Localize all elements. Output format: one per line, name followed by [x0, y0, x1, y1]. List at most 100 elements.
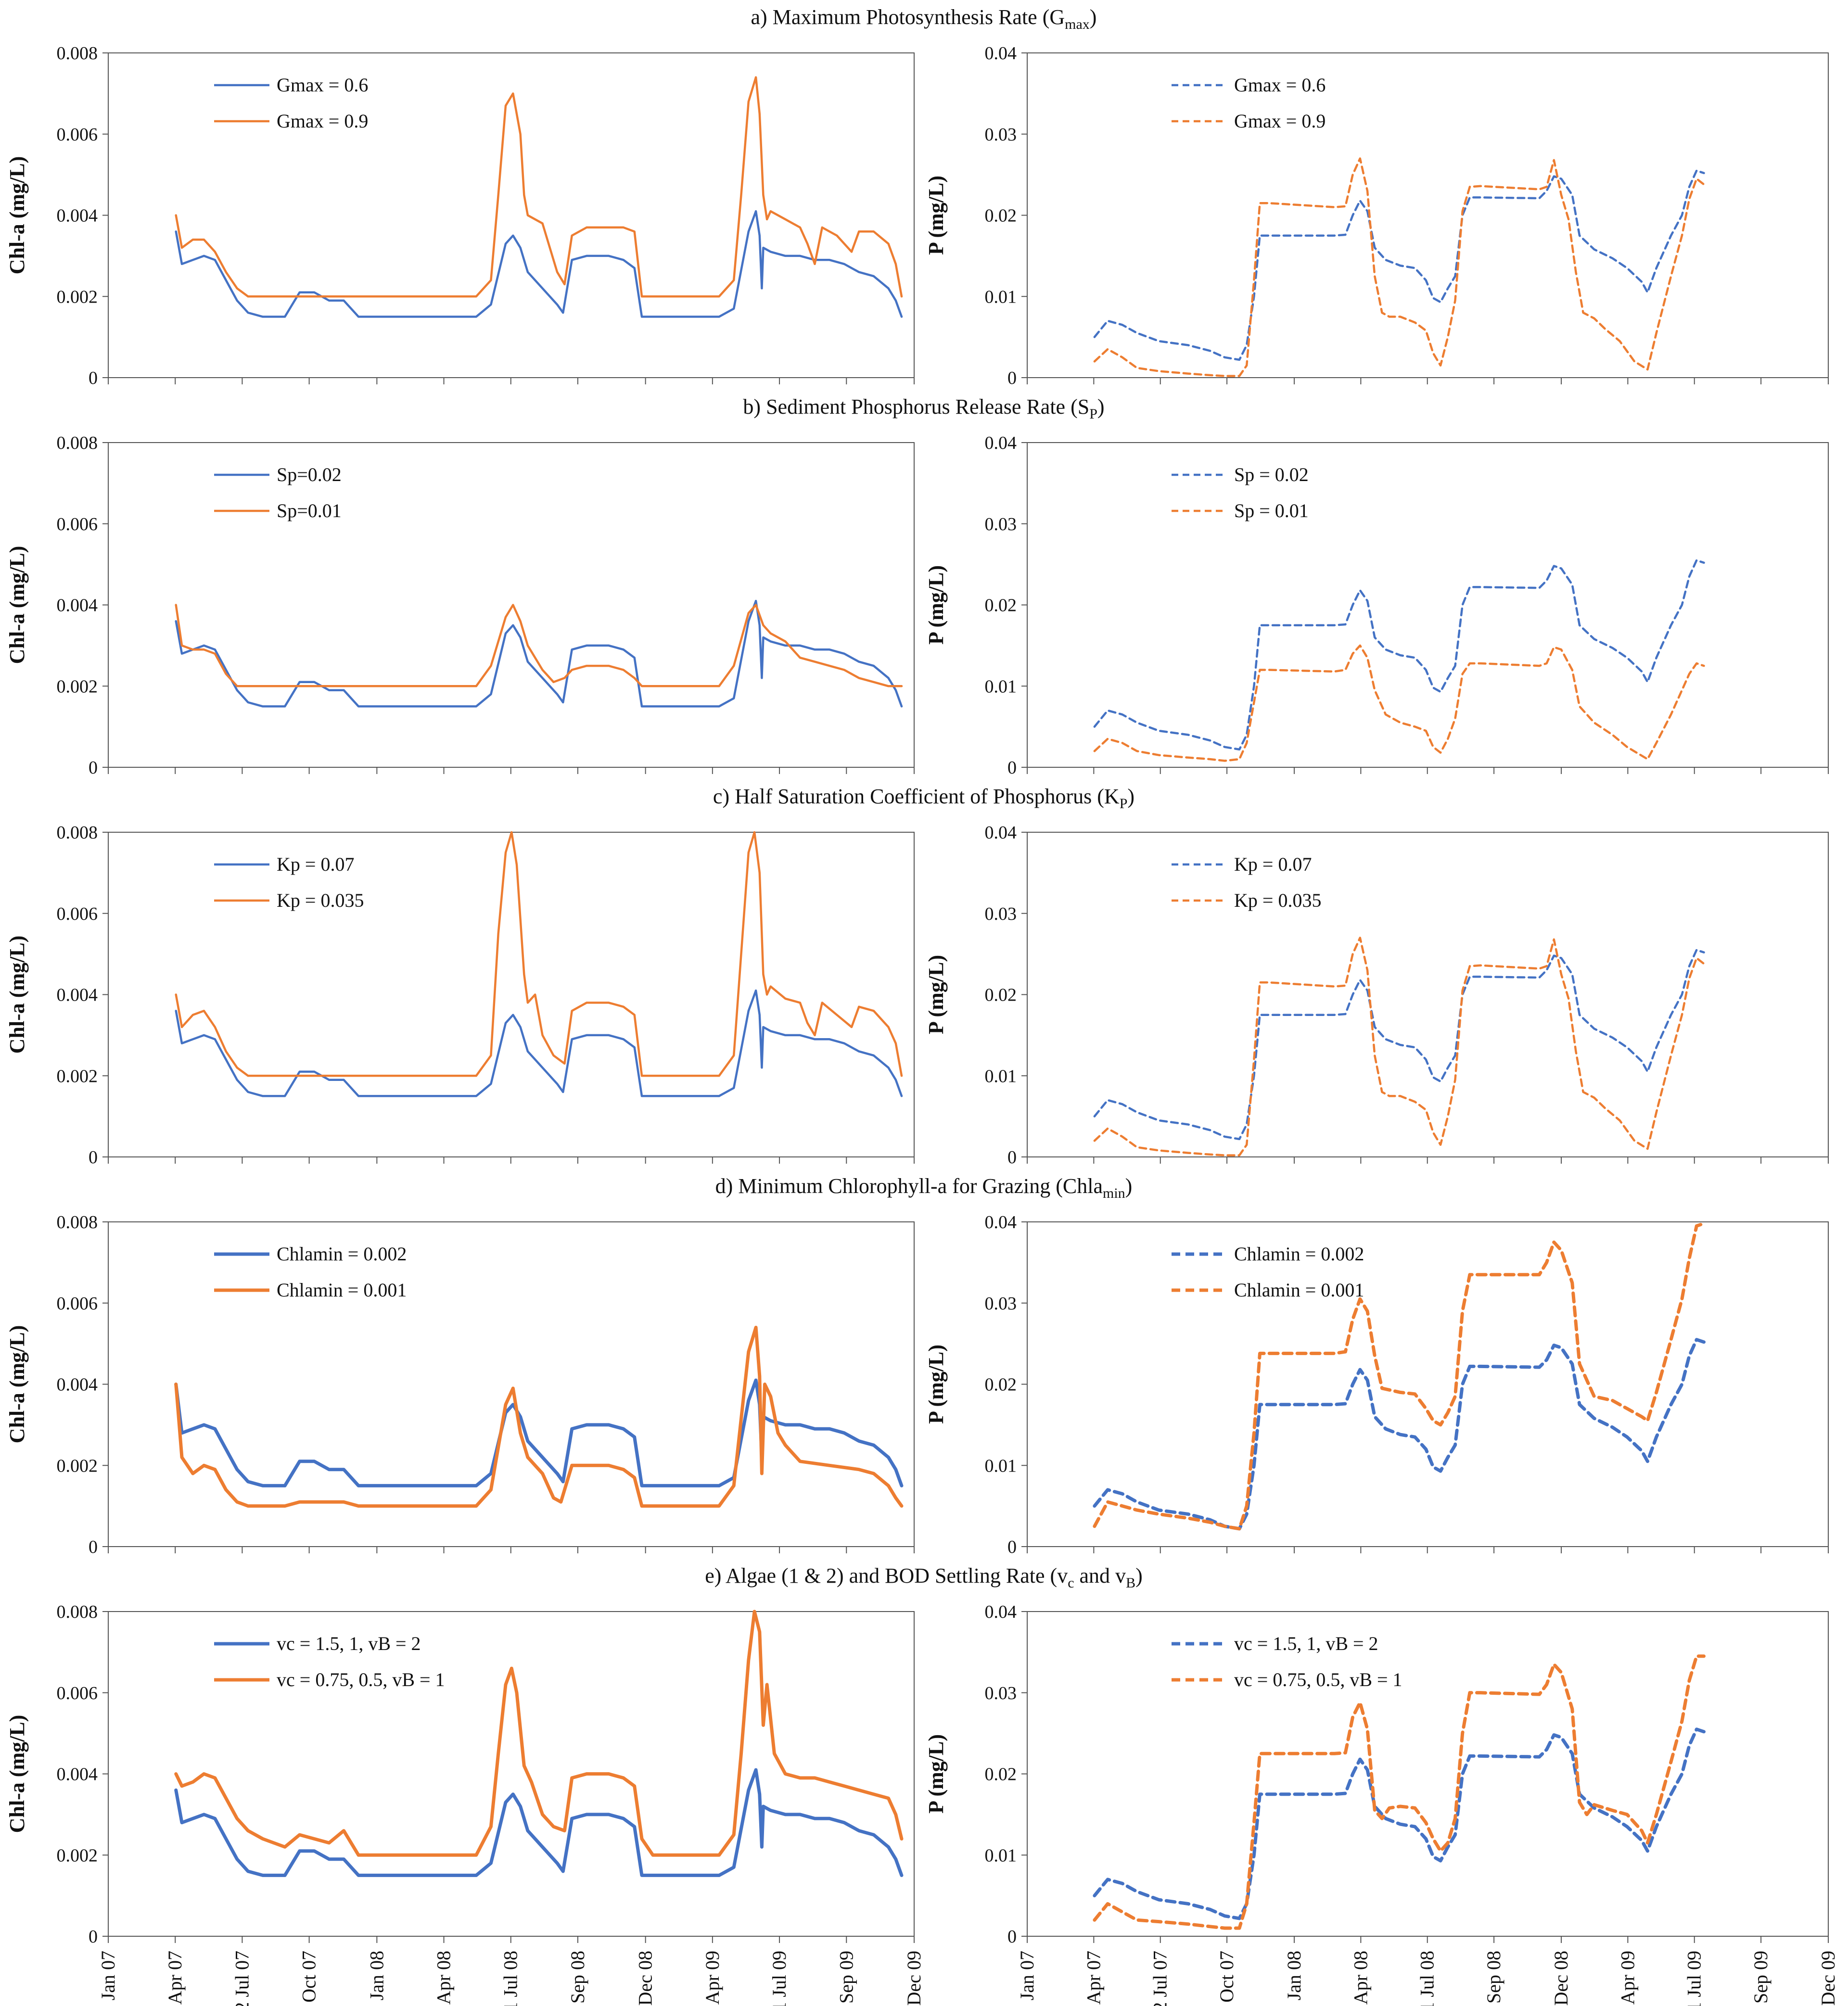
- x-tick-label: 31 Dec 09: [903, 1951, 925, 2006]
- y-tick-label: 0.02: [985, 596, 1017, 616]
- x-tick-label: 01 Jan 08: [1283, 1951, 1305, 2006]
- title-text: ): [1135, 1564, 1143, 1587]
- x-tick-label: 30 Sep 09: [1750, 1951, 1772, 2006]
- title-subscript: P: [1120, 796, 1128, 812]
- title-text: e) Algae (1 & 2) and BOD Settling Rate (…: [705, 1564, 1068, 1587]
- y-tick-label: 0: [1007, 1927, 1017, 1947]
- title-text: ): [1125, 1174, 1133, 1198]
- legend-label: Gmax = 0.9: [277, 110, 368, 132]
- legend-label: Kp = 0.035: [1234, 889, 1321, 911]
- panel-row-a: a) Maximum Photosynthesis Rate (Gmax) 0 0.…: [5, 5, 1829, 388]
- y-tick-label: 0.006: [57, 904, 98, 924]
- y-tick-label: 0.004: [57, 596, 98, 616]
- x-tick-label: 01 Apr 09: [1617, 1951, 1638, 2006]
- y-tick-label: 0.01: [985, 676, 1017, 697]
- legend-label: Chlamin = 0.001: [277, 1279, 407, 1301]
- y-tick-label: 0: [1007, 1147, 1017, 1168]
- plot-frame: [1027, 1221, 1829, 1547]
- series-line-blue: [1093, 1338, 1706, 1531]
- y-tick-label: 0.03: [985, 125, 1017, 145]
- y-tick-label: 0.04: [985, 823, 1017, 843]
- y-tick-label: 0.002: [57, 676, 98, 697]
- y-tick-label: 0.006: [57, 1294, 98, 1314]
- y-tick-label: 0.008: [57, 1212, 98, 1232]
- series-line-orange: [1093, 1221, 1706, 1531]
- panel-row-c: c) Half Saturation Coefficient of Phosph…: [5, 785, 1829, 1168]
- y-tick-label: 0: [89, 1927, 98, 1947]
- x-tick-label: 01 Apr 09: [701, 1951, 723, 2006]
- x-tick-label: 02 Jul 07: [1149, 1951, 1171, 2006]
- y-tick-label: 0.002: [57, 287, 98, 307]
- y-tick-label: 0.03: [985, 1294, 1017, 1314]
- y-tick-label: 0.01: [985, 1845, 1017, 1866]
- series-line-orange: [1093, 644, 1705, 762]
- legend-label: Sp=0.02: [277, 464, 342, 485]
- panel-title: d) Minimum Chlorophyll-a for Grazing (Ch…: [715, 1174, 1133, 1201]
- title-text: and v: [1074, 1564, 1126, 1587]
- y-tick-label: 0: [89, 1147, 98, 1168]
- right-chart: 0 0.01 0.02 0.03 0.04 P (mg/L) vc = 1.5, 1, vB…: [924, 1602, 1839, 2006]
- y-axis-label: Chl-a (mg/L): [5, 936, 29, 1054]
- x-tick-label: 01 Jul 09: [768, 1951, 790, 2006]
- x-tick-label: 01 Apr 08: [1350, 1951, 1371, 2006]
- panel-title: e) Algae (1 & 2) and BOD Settling Rate (…: [705, 1564, 1142, 1591]
- panel-row-b: b) Sediment Phosphorus Release Rate (SP)…: [5, 395, 1829, 778]
- right-chart: 0 0.01 0.02 0.03 0.04 P (mg/L) Chlamin = 0.002…: [924, 1212, 1829, 1557]
- y-tick-label: 0.02: [985, 206, 1017, 226]
- title-text: b) Sediment Phosphorus Release Rate (S: [743, 395, 1089, 419]
- legend-label: vc = 0.75, 0.5, vB = 1: [1234, 1669, 1402, 1690]
- y-tick-label: 0: [89, 368, 98, 388]
- y-axis-label: Chl-a (mg/L): [5, 1715, 29, 1833]
- y-tick-label: 0.002: [57, 1456, 98, 1476]
- y-axis-label: P (mg/L): [924, 955, 948, 1034]
- x-tick-label: 02 Apr 07: [164, 1951, 186, 2006]
- plot-frame: [1027, 52, 1829, 378]
- panel-title: c) Half Saturation Coefficient of Phosph…: [713, 785, 1134, 812]
- title-subscript: B: [1126, 1575, 1135, 1591]
- title-subscript: P: [1089, 406, 1097, 422]
- y-tick-label: 0: [89, 1537, 98, 1557]
- x-tick-label: 31 Dec 09: [1817, 1951, 1839, 2006]
- legend-label: vc = 1.5, 1, vB = 2: [277, 1633, 421, 1654]
- series-line-orange: [175, 76, 903, 298]
- series-line-orange: [174, 1325, 904, 1508]
- y-tick-label: 0.002: [57, 1066, 98, 1086]
- series-line-blue: [174, 1768, 904, 1877]
- legend-label: Kp = 0.035: [277, 889, 364, 911]
- series-line-blue: [1093, 559, 1705, 751]
- panel-title: b) Sediment Phosphorus Release Rate (SP): [743, 395, 1104, 422]
- title-text: c) Half Saturation Coefficient of Phosph…: [713, 785, 1120, 808]
- legend-label: Gmax = 0.6: [277, 74, 368, 96]
- y-tick-label: 0.02: [985, 985, 1017, 1005]
- left-chart: 0 0.002 0.004 0.006 0.008 Chl-a (mg/L) Kp = 0.…: [5, 823, 915, 1168]
- right-chart: 0 0.01 0.02 0.03 0.04 P (mg/L) Sp = 0.02 Sp = 0…: [924, 433, 1829, 778]
- y-tick-label: 0: [89, 758, 98, 778]
- y-tick-label: 0.01: [985, 1066, 1017, 1086]
- y-tick-label: 0.02: [985, 1375, 1017, 1395]
- series-line-orange: [1093, 157, 1705, 377]
- y-tick-label: 0.008: [57, 823, 98, 843]
- legend-label: vc = 0.75, 0.5, vB = 1: [277, 1669, 445, 1690]
- y-axis-label: Chl-a (mg/L): [5, 1325, 29, 1444]
- y-axis-label: P (mg/L): [924, 565, 948, 645]
- x-tick-label: 30 Sep 08: [1483, 1951, 1504, 2006]
- x-tick-label: 01 Oct 07: [1216, 1951, 1237, 2006]
- legend-label: vc = 1.5, 1, vB = 2: [1234, 1633, 1378, 1654]
- y-tick-label: 0.006: [57, 514, 98, 534]
- series-line-blue: [175, 210, 903, 318]
- y-tick-label: 0.002: [57, 1845, 98, 1866]
- series-line-orange: [1093, 937, 1705, 1156]
- legend-label: Sp = 0.01: [1234, 500, 1309, 521]
- series-line-orange: [1093, 1654, 1706, 1930]
- x-tick-label: 02 Jul 07: [231, 1951, 253, 2006]
- y-tick-label: 0: [1007, 368, 1017, 388]
- right-chart: 0 0.01 0.02 0.03 0.04 P (mg/L) Kp = 0.07 Kp = 0…: [924, 823, 1829, 1168]
- y-tick-label: 0.02: [985, 1765, 1017, 1785]
- x-tick-label: 01 Oct 07: [298, 1951, 320, 2006]
- panel-title: a) Maximum Photosynthesis Rate (Gmax): [751, 5, 1097, 32]
- title-subscript: max: [1065, 16, 1090, 32]
- y-tick-label: 0.006: [57, 1683, 98, 1703]
- title-subscript: c: [1068, 1575, 1074, 1591]
- legend-label: Chlamin = 0.002: [277, 1243, 407, 1265]
